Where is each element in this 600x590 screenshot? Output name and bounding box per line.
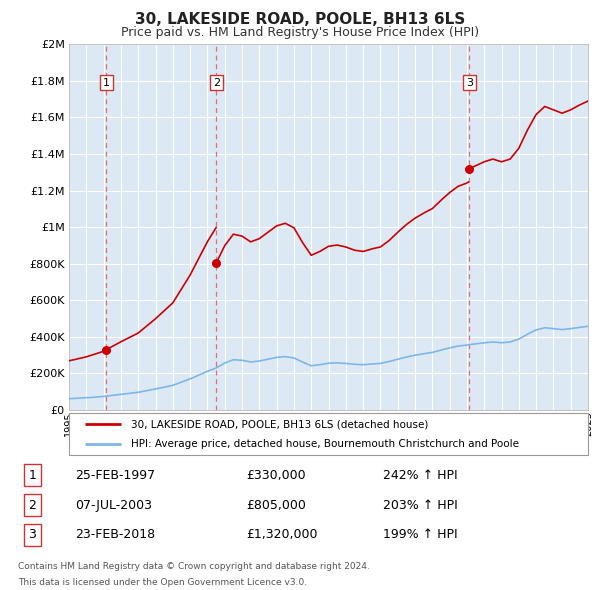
Text: £805,000: £805,000 (246, 499, 306, 512)
Text: 1: 1 (28, 468, 36, 481)
Text: Price paid vs. HM Land Registry's House Price Index (HPI): Price paid vs. HM Land Registry's House … (121, 26, 479, 39)
Text: 1: 1 (103, 78, 110, 88)
Text: Contains HM Land Registry data © Crown copyright and database right 2024.: Contains HM Land Registry data © Crown c… (18, 562, 370, 571)
Text: 203% ↑ HPI: 203% ↑ HPI (383, 499, 458, 512)
Text: 3: 3 (466, 78, 473, 88)
Text: £330,000: £330,000 (246, 468, 305, 481)
Text: 3: 3 (28, 529, 36, 542)
Text: This data is licensed under the Open Government Licence v3.0.: This data is licensed under the Open Gov… (18, 578, 307, 587)
Text: 23-FEB-2018: 23-FEB-2018 (75, 529, 155, 542)
Text: £1,320,000: £1,320,000 (246, 529, 317, 542)
Text: 199% ↑ HPI: 199% ↑ HPI (383, 529, 457, 542)
Text: HPI: Average price, detached house, Bournemouth Christchurch and Poole: HPI: Average price, detached house, Bour… (131, 439, 519, 449)
Text: 2: 2 (212, 78, 220, 88)
Text: 30, LAKESIDE ROAD, POOLE, BH13 6LS (detached house): 30, LAKESIDE ROAD, POOLE, BH13 6LS (deta… (131, 419, 428, 430)
Text: 25-FEB-1997: 25-FEB-1997 (75, 468, 155, 481)
Text: 07-JUL-2003: 07-JUL-2003 (75, 499, 152, 512)
Text: 30, LAKESIDE ROAD, POOLE, BH13 6LS: 30, LAKESIDE ROAD, POOLE, BH13 6LS (135, 12, 465, 27)
Text: 2: 2 (28, 499, 36, 512)
Text: 242% ↑ HPI: 242% ↑ HPI (383, 468, 457, 481)
